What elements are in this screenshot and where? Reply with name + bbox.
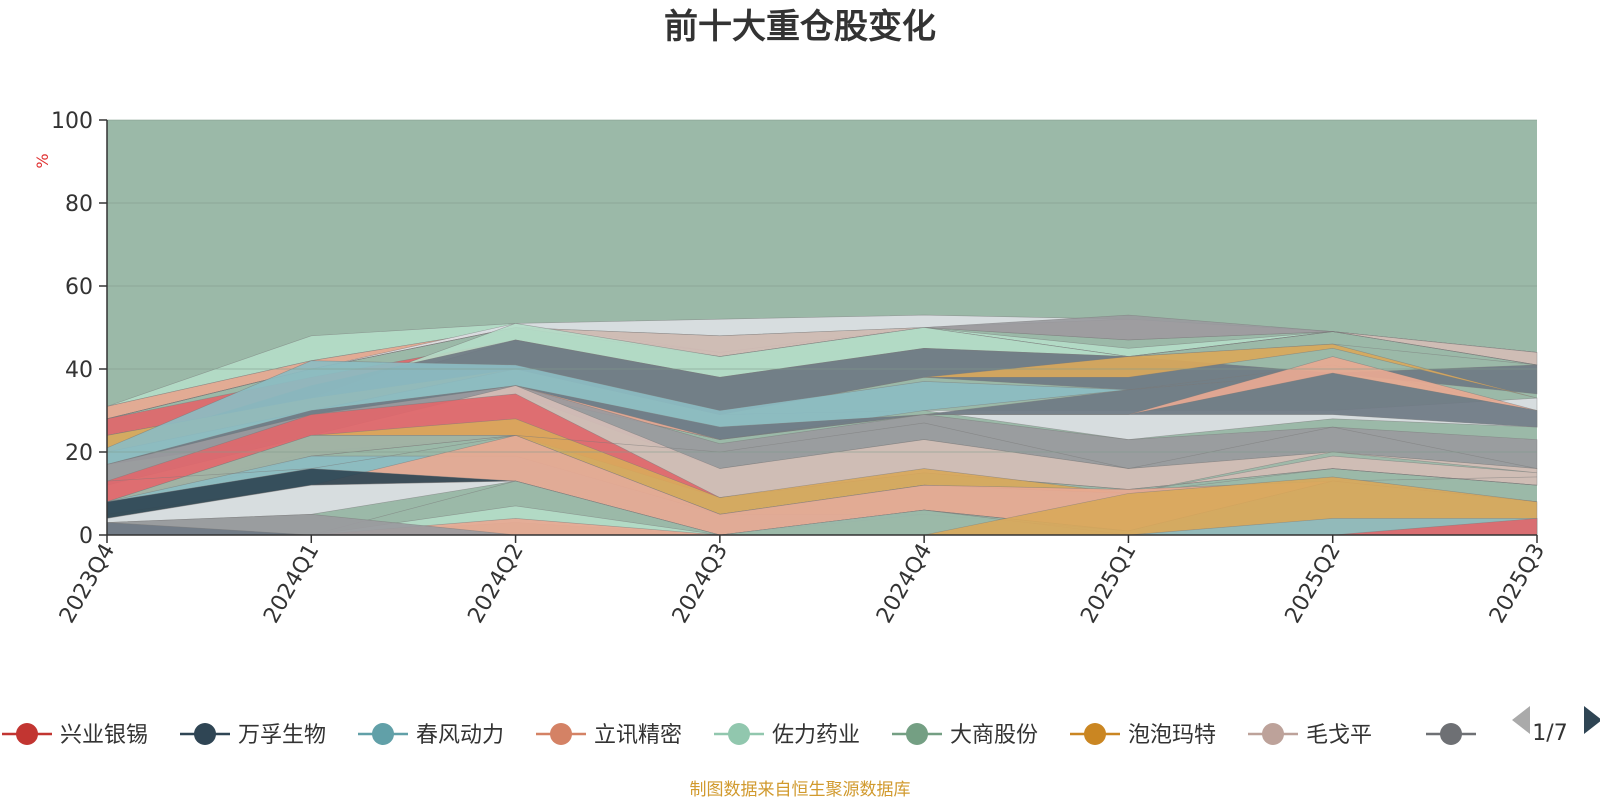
legend-label: 毛戈平 xyxy=(1306,723,1372,748)
legend-label: 万孚生物 xyxy=(238,723,326,748)
legend-label: 兴业银锡 xyxy=(60,723,148,748)
legend-label: 泡泡玛特 xyxy=(1128,723,1216,748)
legend-item-9[interactable]: 盐湖股份 xyxy=(1426,723,1572,748)
legend-circle-icon xyxy=(1084,723,1106,745)
legend-item-3[interactable]: 春风动力 xyxy=(358,723,504,748)
legend-item-4[interactable]: 立讯精密 xyxy=(536,723,682,748)
legend-label: 佐力药业 xyxy=(772,723,860,748)
legend-circle-icon xyxy=(550,723,572,745)
legend-circle-icon xyxy=(16,723,38,745)
y-tick-label-20: 20 xyxy=(65,441,93,466)
area-layers xyxy=(106,120,1538,536)
x-tick-label-2025Q3: 2025Q3 xyxy=(1485,540,1550,628)
legend-circle-icon xyxy=(194,723,216,745)
x-tick-label-2025Q2: 2025Q2 xyxy=(1281,540,1346,628)
y-tick-label-0: 0 xyxy=(79,524,93,549)
x-tick-label-2024Q2: 2024Q2 xyxy=(463,540,528,628)
legend-pager: 1/7 xyxy=(1512,706,1600,746)
legend: 兴业银锡 万孚生物 春风动力 立讯精密 佐力药业 大商股份 泡泡玛特 毛戈平 盐湖股份 xyxy=(2,723,1572,748)
legend-label: 立讯精密 xyxy=(594,723,682,748)
data-source-note: 制图数据来自恒生聚源数据库 xyxy=(690,780,911,800)
area-layer-band-31 xyxy=(106,422,1538,482)
x-tick-label-2025Q1: 2025Q1 xyxy=(1076,540,1141,628)
legend-circle-icon xyxy=(728,723,750,745)
x-tick-label-2023Q4: 2023Q4 xyxy=(55,540,120,628)
chart-title: 前十大重仓股变化 xyxy=(664,7,936,47)
y-tick-label-100: 100 xyxy=(51,109,93,134)
x-tick-label-2024Q4: 2024Q4 xyxy=(872,540,937,628)
legend-item-8[interactable]: 毛戈平 xyxy=(1248,723,1372,748)
y-tick-label-40: 40 xyxy=(65,358,93,383)
legend-circle-icon xyxy=(1440,723,1462,745)
y-tick-label-60: 60 xyxy=(65,275,93,300)
legend-prev-page-icon[interactable] xyxy=(1512,706,1530,734)
legend-label: 大商股份 xyxy=(950,723,1038,748)
y-axis-unit-label: % xyxy=(33,153,52,168)
legend-page-indicator: 1/7 xyxy=(1532,721,1567,746)
grid-lines xyxy=(107,119,1537,453)
x-tick-label-2024Q1: 2024Q1 xyxy=(259,540,324,628)
legend-circle-icon xyxy=(906,723,928,745)
legend-item-7[interactable]: 泡泡玛特 xyxy=(1070,723,1216,748)
legend-item-2[interactable]: 万孚生物 xyxy=(180,723,326,748)
x-tick-label-2024Q3: 2024Q3 xyxy=(668,540,733,628)
legend-item-1[interactable]: 兴业银锡 xyxy=(2,723,148,748)
legend-circle-icon xyxy=(1262,723,1284,745)
legend-circle-icon xyxy=(372,723,394,745)
legend-next-page-icon[interactable] xyxy=(1584,706,1600,734)
legend-item-6[interactable]: 大商股份 xyxy=(892,723,1038,748)
legend-item-5[interactable]: 佐力药业 xyxy=(714,723,860,748)
legend-label: 春风动力 xyxy=(416,723,504,748)
y-tick-label-80: 80 xyxy=(65,192,93,217)
